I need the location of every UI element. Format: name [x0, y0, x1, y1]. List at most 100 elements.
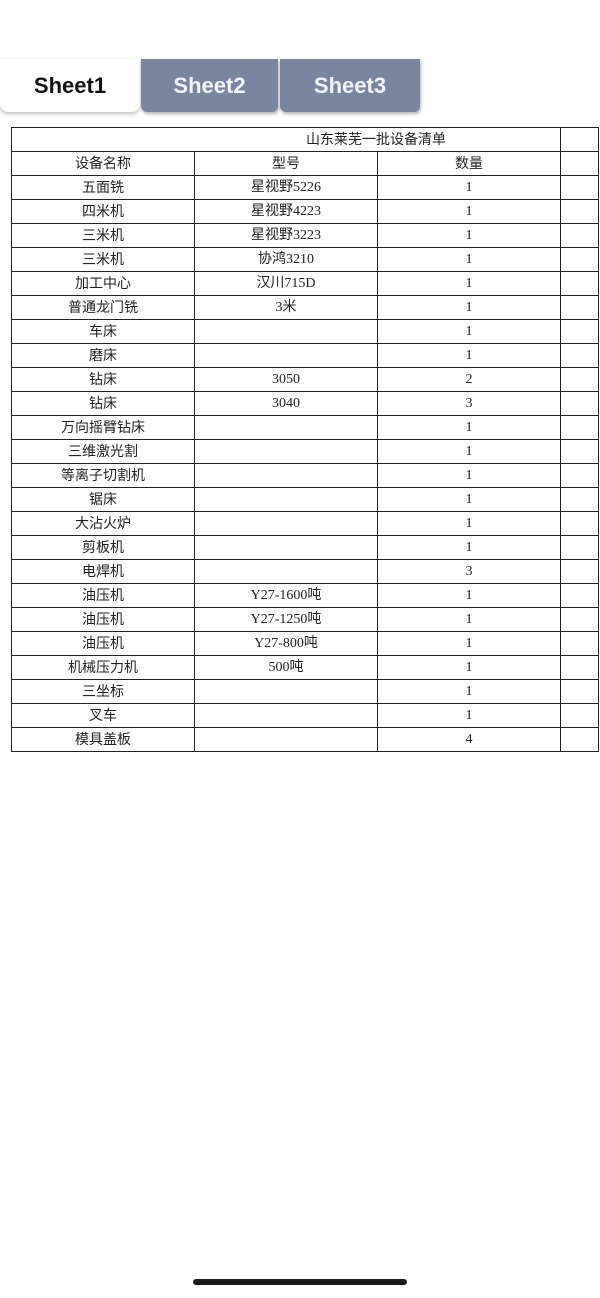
cell-quantity[interactable]: 1 [377, 223, 561, 248]
header-quantity[interactable]: 数量 [377, 151, 561, 176]
cell-name[interactable]: 剪板机 [11, 535, 195, 560]
cell-model[interactable]: 汉川715D [194, 271, 378, 296]
cell-model[interactable]: 星视野5226 [194, 175, 378, 200]
cell-model[interactable]: 协鸿3210 [194, 247, 378, 272]
tab-sheet1[interactable]: Sheet1 [0, 59, 140, 112]
cell-extra[interactable] [560, 223, 599, 248]
cell-model[interactable] [194, 511, 378, 536]
cell-model[interactable]: 3050 [194, 367, 378, 392]
cell-quantity[interactable]: 1 [377, 535, 561, 560]
cell-name[interactable]: 普通龙门铣 [11, 295, 195, 320]
cell-model[interactable]: 星视野4223 [194, 199, 378, 224]
cell-name[interactable]: 加工中心 [11, 271, 195, 296]
cell-quantity[interactable]: 1 [377, 583, 561, 608]
cell-extra[interactable] [560, 727, 599, 752]
cell-name[interactable]: 万向摇臂钻床 [11, 415, 195, 440]
cell-model[interactable] [194, 319, 378, 344]
cell-extra[interactable] [560, 271, 599, 296]
cell-model[interactable]: Y27-1250吨 [194, 607, 378, 632]
cell-quantity[interactable]: 3 [377, 391, 561, 416]
cell-name[interactable]: 机械压力机 [11, 655, 195, 680]
cell-quantity[interactable]: 1 [377, 295, 561, 320]
cell-model[interactable]: Y27-800吨 [194, 631, 378, 656]
cell-extra[interactable] [560, 295, 599, 320]
cell-name[interactable]: 三米机 [11, 247, 195, 272]
cell-extra[interactable] [560, 679, 599, 704]
cell-extra[interactable] [560, 343, 599, 368]
cell-quantity[interactable]: 2 [377, 367, 561, 392]
cell-quantity[interactable]: 1 [377, 463, 561, 488]
cell-name[interactable]: 钻床 [11, 367, 195, 392]
cell-model[interactable] [194, 703, 378, 728]
cell-extra[interactable] [560, 319, 599, 344]
cell-model[interactable] [194, 727, 378, 752]
cell-quantity[interactable]: 1 [377, 199, 561, 224]
cell-quantity[interactable]: 4 [377, 727, 561, 752]
cell-model[interactable]: 500吨 [194, 655, 378, 680]
cell-name[interactable]: 三米机 [11, 223, 195, 248]
cell-extra[interactable] [560, 439, 599, 464]
cell-model[interactable]: 星视野3223 [194, 223, 378, 248]
cell-name[interactable]: 钻床 [11, 391, 195, 416]
header-model[interactable]: 型号 [194, 151, 378, 176]
cell-name[interactable]: 等离子切割机 [11, 463, 195, 488]
cell-extra[interactable] [560, 199, 599, 224]
cell-model[interactable] [194, 679, 378, 704]
cell-quantity[interactable]: 1 [377, 679, 561, 704]
cell-extra[interactable] [560, 367, 599, 392]
cell-quantity[interactable]: 1 [377, 607, 561, 632]
cell-quantity[interactable]: 1 [377, 319, 561, 344]
cell-extra[interactable] [560, 655, 599, 680]
cell-model[interactable] [194, 487, 378, 512]
cell-name[interactable]: 三维激光割 [11, 439, 195, 464]
cell-quantity[interactable]: 1 [377, 343, 561, 368]
cell-quantity[interactable]: 1 [377, 271, 561, 296]
cell-quantity[interactable]: 1 [377, 703, 561, 728]
cell-name[interactable]: 油压机 [11, 631, 195, 656]
cell-extra[interactable] [560, 535, 599, 560]
home-indicator[interactable] [193, 1279, 407, 1285]
tab-sheet2[interactable]: Sheet2 [141, 59, 278, 112]
cell-model[interactable]: 3040 [194, 391, 378, 416]
cell-model[interactable] [194, 415, 378, 440]
cell-model[interactable] [194, 343, 378, 368]
cell-name[interactable]: 磨床 [11, 343, 195, 368]
cell-quantity[interactable]: 1 [377, 631, 561, 656]
cell-quantity[interactable]: 1 [377, 511, 561, 536]
cell-extra[interactable] [560, 511, 599, 536]
cell-quantity[interactable]: 1 [377, 175, 561, 200]
cell-quantity[interactable]: 1 [377, 247, 561, 272]
cell-model[interactable] [194, 535, 378, 560]
cell-extra[interactable] [560, 415, 599, 440]
cell-quantity[interactable]: 3 [377, 559, 561, 584]
cell-name[interactable]: 五面铣 [11, 175, 195, 200]
table-cell[interactable] [560, 127, 599, 152]
cell-extra[interactable] [560, 583, 599, 608]
cell-name[interactable]: 电焊机 [11, 559, 195, 584]
header-extra[interactable] [560, 151, 599, 176]
cell-extra[interactable] [560, 391, 599, 416]
cell-name[interactable]: 叉车 [11, 703, 195, 728]
cell-name[interactable]: 模具盖板 [11, 727, 195, 752]
cell-name[interactable]: 车床 [11, 319, 195, 344]
cell-name[interactable]: 锯床 [11, 487, 195, 512]
cell-quantity[interactable]: 1 [377, 415, 561, 440]
cell-model[interactable] [194, 559, 378, 584]
cell-extra[interactable] [560, 703, 599, 728]
cell-name[interactable]: 四米机 [11, 199, 195, 224]
header-name[interactable]: 设备名称 [11, 151, 195, 176]
cell-name[interactable]: 三坐标 [11, 679, 195, 704]
cell-name[interactable]: 油压机 [11, 583, 195, 608]
cell-model[interactable] [194, 439, 378, 464]
cell-extra[interactable] [560, 487, 599, 512]
cell-quantity[interactable]: 1 [377, 439, 561, 464]
cell-name[interactable]: 油压机 [11, 607, 195, 632]
cell-extra[interactable] [560, 631, 599, 656]
cell-extra[interactable] [560, 463, 599, 488]
cell-quantity[interactable]: 1 [377, 487, 561, 512]
cell-model[interactable]: 3米 [194, 295, 378, 320]
cell-extra[interactable] [560, 559, 599, 584]
cell-extra[interactable] [560, 247, 599, 272]
tab-sheet3[interactable]: Sheet3 [280, 59, 420, 112]
cell-name[interactable]: 大沾火炉 [11, 511, 195, 536]
